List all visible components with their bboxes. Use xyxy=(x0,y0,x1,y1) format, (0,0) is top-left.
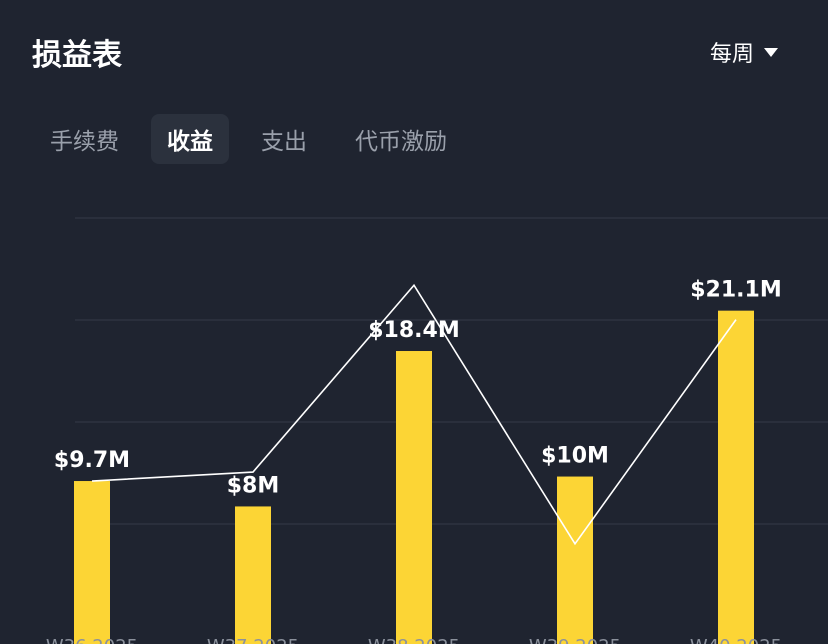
x-tick-label-4: W40 2025 xyxy=(690,636,782,644)
revenue-chart: $9.7M $8M $18.4M $10M $21.1M W36 2025 W37 2025… xyxy=(46,217,828,644)
x-tick-label-1: W37 2025 xyxy=(207,636,299,644)
bar-3 xyxy=(557,476,593,644)
tab-fees[interactable]: 手续费 xyxy=(50,129,119,155)
tab-expenses[interactable]: 支出 xyxy=(261,129,307,155)
data-label-0: $9.7M xyxy=(54,448,130,473)
bar-2 xyxy=(396,351,432,644)
tab-token-incentives[interactable]: 代币激励 xyxy=(355,129,447,155)
bar-4 xyxy=(718,310,754,644)
x-tick-label-3: W39 2025 xyxy=(529,636,621,644)
trend-line xyxy=(91,283,737,546)
header: 损益表 每周 xyxy=(0,0,828,100)
bar-0 xyxy=(74,481,110,644)
x-tick-label-2: W38 2025 xyxy=(368,636,460,644)
period-selector[interactable]: 每周 xyxy=(710,36,778,68)
period-label: 每周 xyxy=(709,42,754,67)
bar-1 xyxy=(235,506,271,644)
data-label-3: $10M xyxy=(541,444,609,469)
tab-bar: 手续费 收益 支出 代币激励 xyxy=(34,114,463,164)
caret-down-icon xyxy=(764,47,778,57)
data-label-1: $8M xyxy=(227,473,280,498)
data-label-2: $18.4M xyxy=(368,318,459,343)
x-tick-label-0: W36 2025 xyxy=(46,636,138,644)
data-label-4: $21.1M xyxy=(690,278,781,303)
tab-revenue[interactable]: 收益 xyxy=(151,114,229,164)
page-title: 损益表 xyxy=(32,38,122,73)
